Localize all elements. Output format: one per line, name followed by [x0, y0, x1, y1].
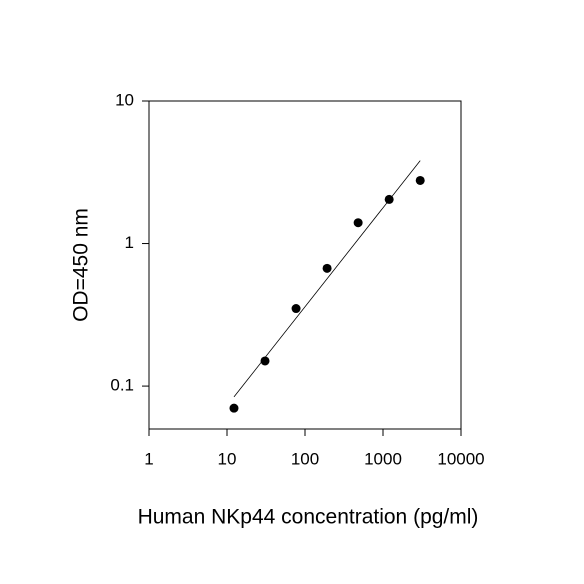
x-tick-label: 1000: [364, 449, 402, 468]
data-point: [229, 403, 239, 413]
data-point: [353, 218, 363, 228]
y-axis-label: OD=450 nm: [70, 208, 93, 322]
x-tick-label: 10: [218, 449, 237, 468]
data-point: [322, 263, 332, 273]
data-point: [260, 356, 270, 366]
x-axis-label: Human NKp44 concentration (pg/ml): [138, 506, 479, 529]
x-tick-label: 1: [144, 449, 153, 468]
y-tick-label: 0.1: [110, 376, 134, 395]
data-point: [384, 194, 394, 204]
y-tick-label: 1: [125, 233, 134, 252]
y-tick-label: 10: [115, 90, 134, 109]
x-tick-label: 10000: [437, 449, 484, 468]
plot-frame: [148, 100, 462, 430]
x-tick-label: 100: [291, 449, 319, 468]
data-point: [415, 175, 425, 185]
data-point: [291, 304, 301, 314]
